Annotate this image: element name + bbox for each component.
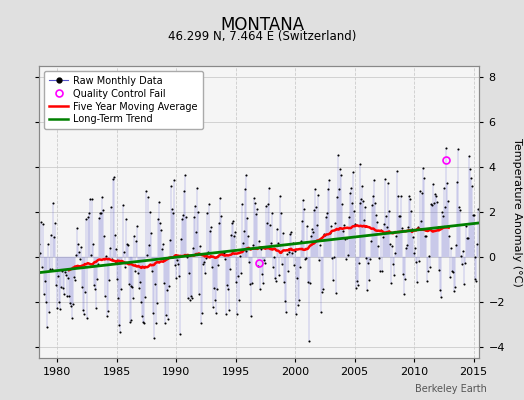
Text: MONTANA: MONTANA (220, 16, 304, 34)
Y-axis label: Temperature Anomaly (°C): Temperature Anomaly (°C) (511, 138, 522, 286)
Legend: Raw Monthly Data, Quality Control Fail, Five Year Moving Average, Long-Term Tren: Raw Monthly Data, Quality Control Fail, … (44, 71, 203, 129)
Text: 46.299 N, 7.464 E (Switzerland): 46.299 N, 7.464 E (Switzerland) (168, 30, 356, 43)
Text: Berkeley Earth: Berkeley Earth (416, 384, 487, 394)
